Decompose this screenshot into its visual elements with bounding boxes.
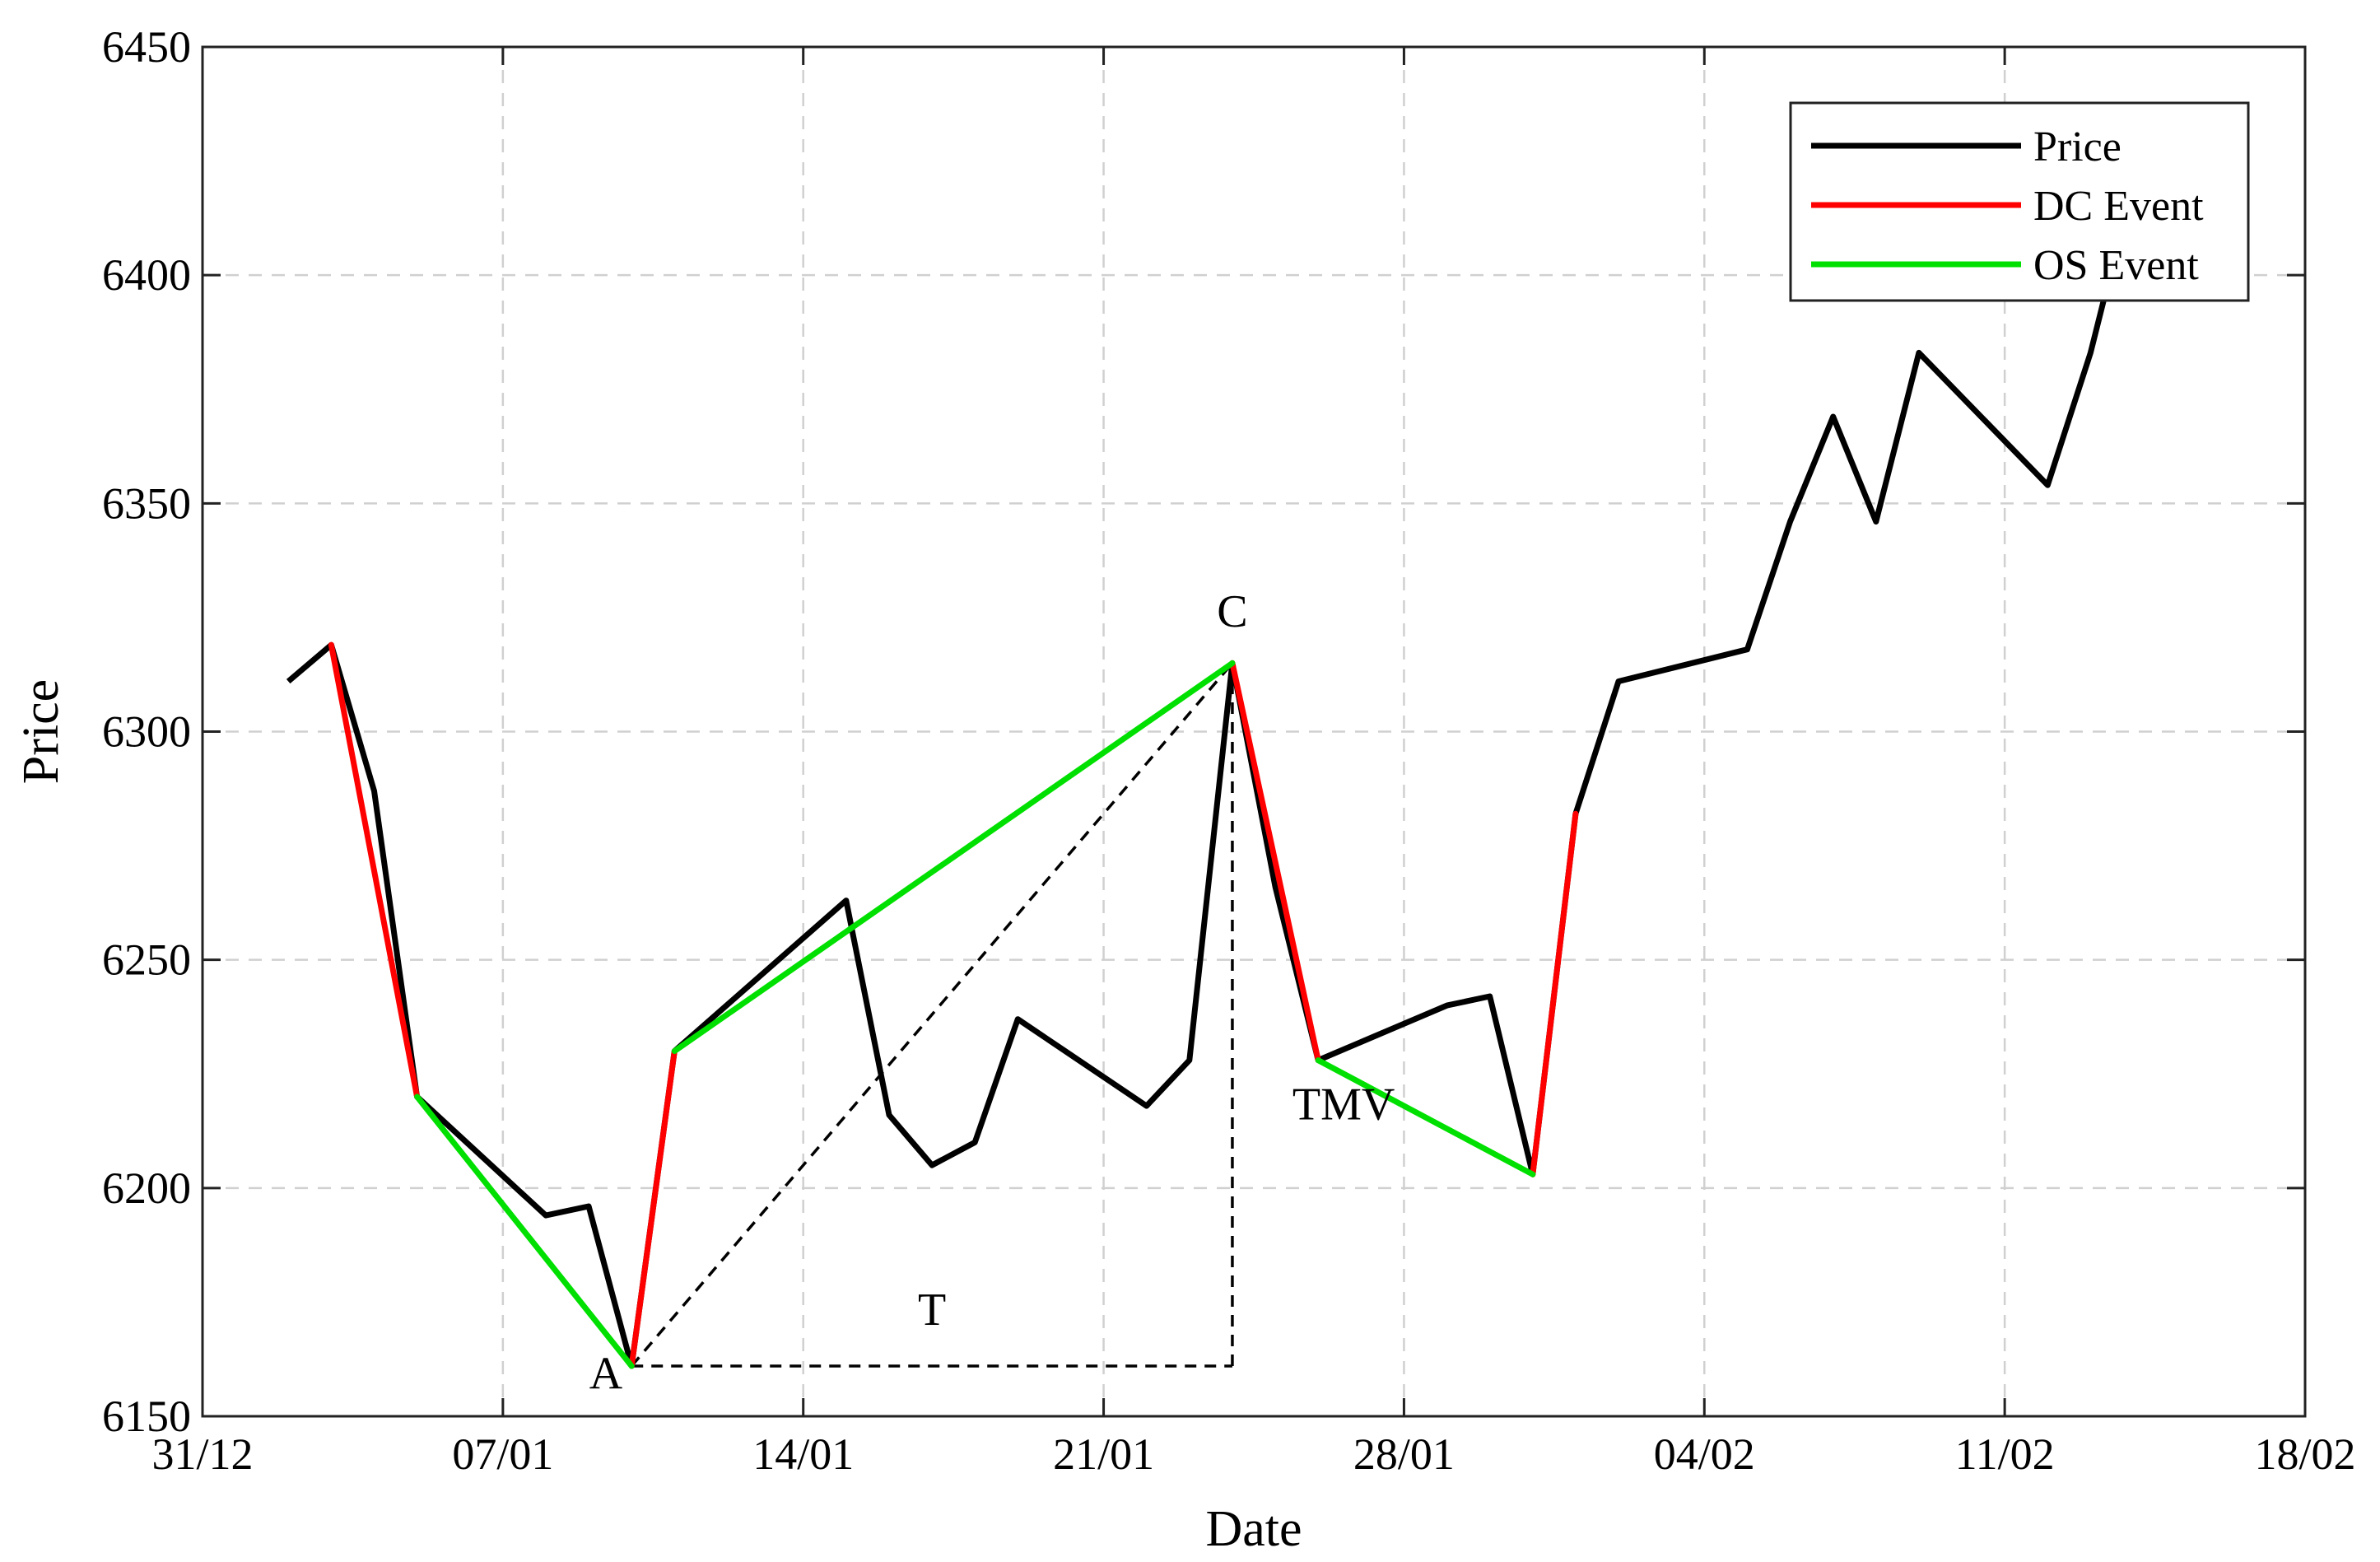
legend-entry: Price [2033, 124, 2122, 170]
x-tick-label: 28/01 [1353, 1429, 1455, 1479]
guide-lines [630, 662, 1234, 1368]
series-segment-dc-event [1530, 810, 1579, 1177]
y-tick-label: 6350 [102, 478, 191, 528]
x-tick-label: 11/02 [1955, 1429, 2055, 1479]
x-tick-label: 21/01 [1053, 1429, 1154, 1479]
legend: Price DC Event OS Event [1789, 101, 2250, 302]
legend-entry: DC Event [2033, 183, 2204, 230]
y-tick-label: 6200 [102, 1163, 191, 1213]
series-segment-os-event [671, 660, 1236, 1055]
y-axis-label: Price [13, 679, 69, 784]
annotation-label: A [589, 1349, 623, 1400]
annotation-label: T [918, 1285, 946, 1336]
series [286, 215, 2128, 1369]
y-tick-label: 6450 [102, 22, 191, 72]
series-segment-os-event [1315, 1057, 1536, 1177]
y-tick-label: 6300 [102, 707, 191, 757]
x-axis-label: Date [1205, 1501, 1302, 1557]
x-tick-label: 07/01 [452, 1429, 553, 1479]
series-segment-dc-event [1229, 660, 1321, 1064]
series-segment-os-event [414, 1093, 635, 1369]
x-tick-label: 31/12 [151, 1429, 253, 1479]
y-tick-label: 6400 [102, 250, 191, 300]
legend-entry: OS Event [2033, 242, 2199, 289]
annotation-label: TMV [1292, 1079, 1395, 1131]
x-tick-label: 14/01 [752, 1429, 854, 1479]
x-tick-label: 18/02 [2254, 1429, 2355, 1479]
guide-line [630, 662, 1234, 1368]
x-tick-label: 04/02 [1654, 1429, 1755, 1479]
y-tick-label: 6150 [102, 1392, 191, 1441]
series-segment-dc-event [328, 641, 421, 1100]
annotation-label: C [1217, 586, 1247, 637]
ticks: 6150 6200 6250 6300 6350 6400 6450 31/12 07/01 14… [102, 22, 2356, 1479]
series-segment-dc-event [628, 1048, 678, 1369]
annotations: A C T TMV [589, 586, 1395, 1400]
series-line-price [286, 215, 2128, 1369]
y-tick-label: 6250 [102, 935, 191, 985]
legend-box [1789, 101, 2250, 302]
